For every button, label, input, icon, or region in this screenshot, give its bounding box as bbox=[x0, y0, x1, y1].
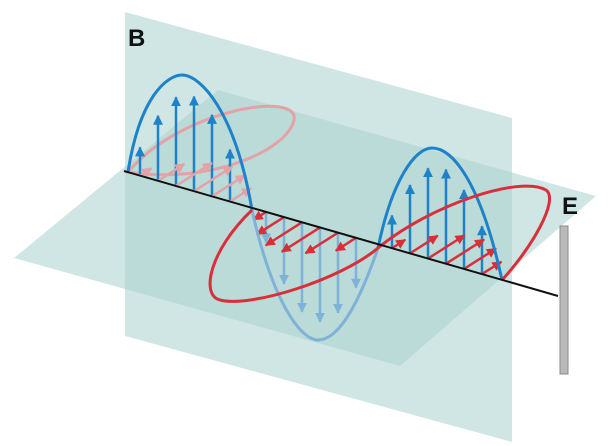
label-b: B bbox=[128, 25, 145, 52]
e-wave-arrows bbox=[139, 162, 503, 276]
e-wave-curve-second bbox=[377, 184, 552, 282]
e-field-arrow bbox=[264, 221, 303, 247]
e-field-arrow bbox=[252, 210, 267, 221]
e-field-arrow bbox=[211, 174, 246, 198]
e-field-arrow bbox=[463, 247, 497, 270]
e-field-arrow bbox=[157, 162, 186, 182]
e-field-arrow bbox=[409, 234, 439, 255]
e-field-arrow bbox=[256, 216, 285, 236]
e-field-arrow bbox=[427, 234, 466, 260]
e-field-arrow bbox=[445, 238, 485, 265]
b-wave-curve-faded bbox=[250, 209, 380, 342]
propagation-axis bbox=[123, 170, 559, 297]
b-wave-curve bbox=[126, 73, 254, 211]
e-field-arrow bbox=[175, 162, 213, 188]
e-field-arrow bbox=[139, 167, 153, 178]
e-field-arrow bbox=[280, 226, 321, 253]
e-field-arrow bbox=[334, 236, 357, 252]
e-field-arrow bbox=[304, 231, 339, 255]
b-wave-curve-second bbox=[376, 146, 504, 281]
e-field-arrow bbox=[391, 238, 407, 250]
label-e: E bbox=[562, 193, 578, 220]
e-field-arrow bbox=[193, 165, 234, 193]
e-wave-curve bbox=[208, 208, 379, 303]
e-indicator-pole bbox=[559, 225, 569, 375]
